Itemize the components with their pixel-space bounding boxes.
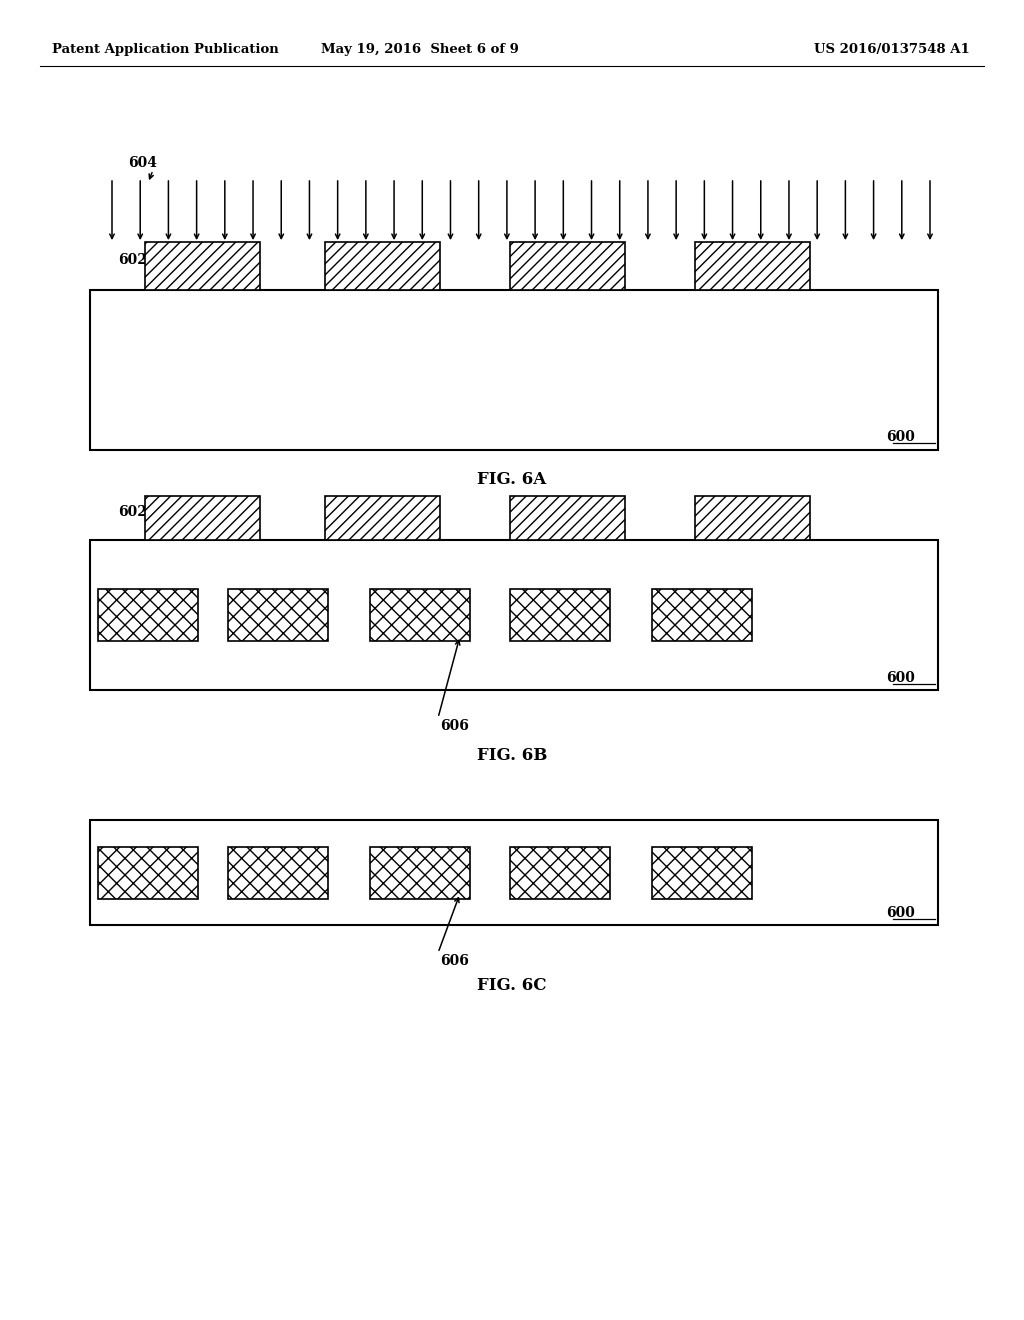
Bar <box>145 496 260 540</box>
Bar <box>652 846 752 899</box>
Text: 600: 600 <box>886 671 915 685</box>
Text: FIG. 6A: FIG. 6A <box>477 471 547 488</box>
Bar <box>145 242 260 290</box>
Bar <box>510 846 610 899</box>
Bar <box>370 589 470 642</box>
Text: 602: 602 <box>118 253 146 267</box>
Text: US 2016/0137548 A1: US 2016/0137548 A1 <box>814 44 970 57</box>
Bar <box>325 496 440 540</box>
Bar <box>510 589 610 642</box>
Bar <box>98 846 198 899</box>
Bar <box>325 242 440 290</box>
Bar <box>90 290 938 450</box>
Text: 602: 602 <box>118 506 146 519</box>
Text: 604: 604 <box>128 156 157 170</box>
Bar <box>695 242 810 290</box>
Bar <box>652 589 752 642</box>
Bar <box>98 589 198 642</box>
Bar <box>510 242 625 290</box>
Bar <box>90 820 938 925</box>
Bar <box>370 846 470 899</box>
Text: FIG. 6C: FIG. 6C <box>477 977 547 994</box>
Bar <box>90 540 938 690</box>
Bar <box>228 589 328 642</box>
Text: 600: 600 <box>886 430 915 444</box>
Text: 606: 606 <box>440 954 469 968</box>
Text: 600: 600 <box>886 906 915 920</box>
Text: May 19, 2016  Sheet 6 of 9: May 19, 2016 Sheet 6 of 9 <box>322 44 519 57</box>
Bar <box>510 496 625 540</box>
Text: Patent Application Publication: Patent Application Publication <box>52 44 279 57</box>
Bar <box>228 846 328 899</box>
Text: 606: 606 <box>440 719 469 733</box>
Bar <box>695 496 810 540</box>
Text: FIG. 6B: FIG. 6B <box>477 747 547 763</box>
